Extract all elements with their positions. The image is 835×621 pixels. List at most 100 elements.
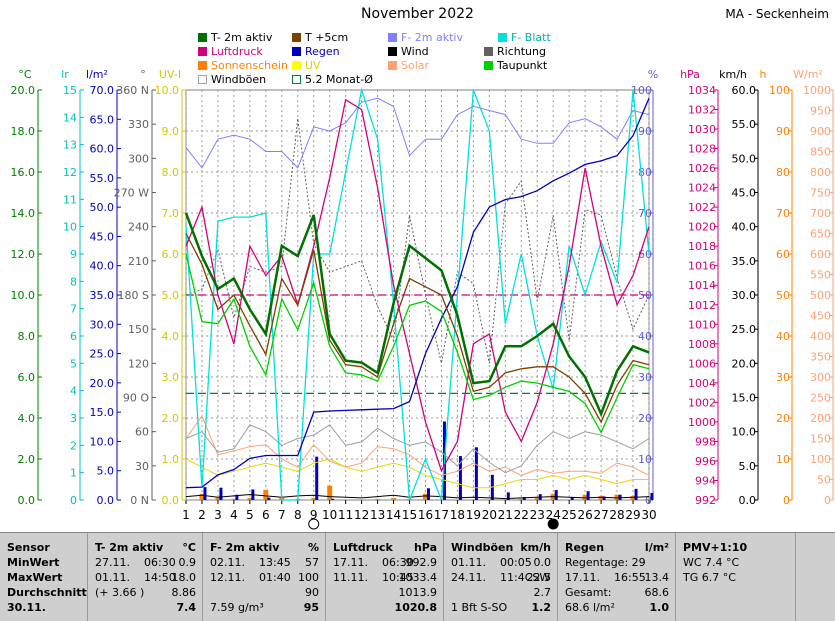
y-tick-label: 250 <box>810 392 831 405</box>
x-tick-label: 3 <box>214 508 222 522</box>
stats-cell: MinWert <box>7 556 60 569</box>
y-tick-label: 35.0 <box>90 289 115 302</box>
stats-cell: 68.6 l/m² <box>565 601 615 614</box>
y-tick-label: 4 <box>70 385 77 398</box>
chart-title: November 2022 <box>361 6 474 22</box>
y-tick-label: 1034 <box>688 84 716 97</box>
y-tick-label: 1014 <box>688 279 716 292</box>
y-tick-label: 8.0 <box>18 330 36 343</box>
legend-swatch <box>198 47 207 56</box>
bar-regen <box>426 488 430 500</box>
y-tick-label: 20.0 <box>732 357 757 370</box>
x-tick-label: 19 <box>466 508 481 522</box>
y-tick-label: 12 <box>63 166 77 179</box>
y-tick-label: 360 N <box>116 84 149 97</box>
stats-cell: 06:30 <box>382 556 414 569</box>
y-tick-label: 3.0 <box>162 371 180 384</box>
bar-regen <box>203 487 207 500</box>
y-axis-unit: h <box>760 68 767 81</box>
x-tick-label: 20 <box>482 508 497 522</box>
y-tick-label: 50 <box>817 474 831 487</box>
bar-sonnenschein <box>199 493 205 500</box>
legend-label: T- 2m aktiv <box>211 31 273 44</box>
y-tick-label: 5.0 <box>97 465 115 478</box>
stats-column: Sensor MinWert MaxWert Durchschnitt 30.11. <box>0 533 88 621</box>
bar-sonnenschein <box>598 495 604 500</box>
bar-regen <box>506 492 510 500</box>
legend-item: Windböen <box>198 73 266 86</box>
bar-regen <box>315 456 319 500</box>
y-tick-label: 6.0 <box>18 371 36 384</box>
y-tick-label: 2.0 <box>162 412 180 425</box>
y-tick-label: 70.0 <box>90 84 115 97</box>
y-tick-label: 10 <box>776 453 790 466</box>
x-tick-label: 4 <box>230 508 238 522</box>
y-tick-label: 1030 <box>688 123 716 136</box>
y-tick-label: 30 <box>638 371 652 384</box>
y-tick-label: 5.0 <box>739 460 757 473</box>
series-line <box>185 97 650 489</box>
column-header: l/m² <box>644 541 669 554</box>
y-tick-label: 4.0 <box>162 330 180 343</box>
series-line <box>185 98 650 473</box>
stats-cell: 1 Bft S-SO <box>451 601 508 614</box>
y-tick-label: 1004 <box>688 377 716 390</box>
bar-regen <box>602 496 606 500</box>
stats-cell: 14:50 <box>144 571 176 584</box>
y-tick-label: 0 <box>70 494 77 507</box>
legend-label: Solar <box>401 59 430 72</box>
bar-sonnenschein <box>391 497 397 500</box>
x-tick-label: 27 <box>593 508 608 522</box>
stats-column: T- 2m aktiv °C 27.11. 06:30 0.9 01.11. 14:50 18… <box>88 533 203 621</box>
y-tick-label: 25.0 <box>732 323 757 336</box>
bar-regen <box>458 456 462 500</box>
legend-item: Richtung <box>484 45 546 58</box>
y-tick-label: 14 <box>63 111 77 124</box>
y-tick-label: 1026 <box>688 162 716 175</box>
x-tick-label: 14 <box>386 508 401 522</box>
stats-column: Regen l/m² Regentage: 29 17.11. 16:55 13.4 Ges… <box>558 533 676 621</box>
y-tick-label: 1008 <box>688 338 716 351</box>
stats-cell: 01:40 <box>259 571 291 584</box>
y-tick-label: 300 <box>128 152 149 165</box>
bar-sonnenschein <box>614 494 620 500</box>
y-tick-label: 950 <box>810 105 831 118</box>
y-tick-label: 20.0 <box>11 84 36 97</box>
bar-sonnenschein <box>582 494 588 500</box>
full-moon-icon <box>308 518 320 530</box>
bar-regen <box>474 447 478 500</box>
y-tick-label: 40 <box>776 330 790 343</box>
stats-cell: 00:05 <box>500 556 532 569</box>
legend-item: Sonnenschein <box>198 59 288 72</box>
legend-item: F- 2m aktiv <box>388 31 463 44</box>
stats-cell: Durchschnitt <box>7 586 87 599</box>
x-tick-label: 23 <box>530 508 545 522</box>
y-tick-label: 450 <box>810 310 831 323</box>
x-tick-label: 28 <box>609 508 624 522</box>
column-header: F- 2m aktiv <box>210 541 280 554</box>
legend-label: Regen <box>305 45 340 58</box>
stats-cell: 0.9 <box>178 556 197 569</box>
y-tick-label: 180 S <box>118 289 149 302</box>
y-tick-label: 30 <box>135 460 149 473</box>
column-header: % <box>307 541 319 554</box>
y-tick-label: 18.0 <box>11 125 36 138</box>
stats-cell: 13:45 <box>259 556 291 569</box>
bar-sonnenschein <box>215 497 221 500</box>
x-tick-label: 17 <box>434 508 449 522</box>
x-tick-label: 21 <box>498 508 513 522</box>
bar-regen <box>522 497 526 500</box>
stats-cell: MaxWert <box>7 571 63 584</box>
y-tick-label: 50.0 <box>732 152 757 165</box>
y-tick-label: 996 <box>695 455 716 468</box>
column-header: hPa <box>413 541 437 554</box>
y-tick-label: 6.0 <box>162 248 180 261</box>
stats-cell: 992.9 <box>405 556 438 569</box>
x-tick-label: 7 <box>278 508 286 522</box>
legend-label: Richtung <box>497 45 546 58</box>
y-tick-label: 1010 <box>688 318 716 331</box>
y-axis-unit: ° <box>140 68 146 81</box>
series-line <box>185 97 650 169</box>
column-header: Regen <box>565 541 605 554</box>
x-tick-label: 1 <box>182 508 190 522</box>
